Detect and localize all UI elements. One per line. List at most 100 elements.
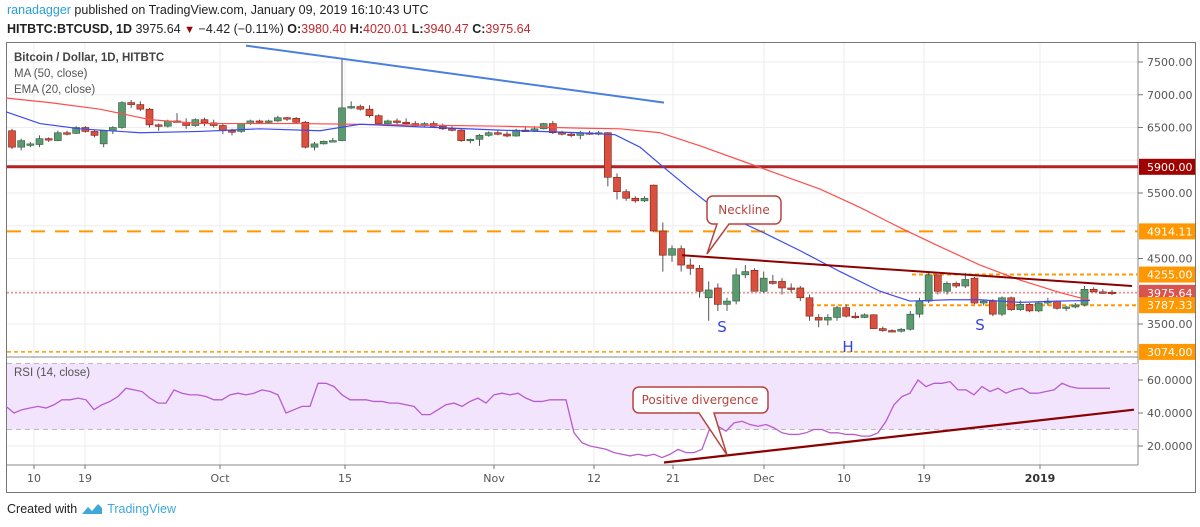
candle-body [833,307,841,318]
candle-body [677,248,685,266]
candle-body [1108,291,1116,295]
candle-body [759,277,768,292]
candle-body [970,277,979,304]
legend-rsi[interactable]: RSI (14, close) [14,367,91,379]
candle-body [961,279,970,287]
candle-body [1080,288,1089,306]
candle-body [292,118,300,123]
badge-4255 [1139,266,1195,283]
candle-body [457,129,465,141]
candle-body [494,132,502,135]
candle-body [943,283,951,292]
candle-body [915,300,924,315]
candle-body [879,328,887,331]
candle-body [1034,302,1043,312]
candle-body [695,268,704,292]
legend-ema20[interactable]: EMA (20, close) [14,84,96,96]
open-value: 3980.40 [301,22,347,36]
candle-body [530,128,539,132]
badge-4914-text: 4914.11 [1147,225,1193,238]
candle-body [1025,304,1034,312]
candle-body [539,123,548,130]
candle-body [979,300,988,304]
candle-body [952,283,960,287]
candle-body [824,317,832,321]
neckline[interactable] [681,254,1133,288]
rsi-line [5,379,1110,459]
candle-body [924,274,933,302]
time-tick-label: 2019 [1025,472,1056,485]
candle-body [805,297,814,317]
badge-3787-text: 3787.33 [1147,299,1193,312]
divergence-trendline[interactable] [663,408,1135,464]
price-tick-label: 3500.00 [1147,318,1193,331]
badge-4255-text: 4255.00 [1147,269,1193,282]
candle-body [374,115,383,124]
time-tick-label: 10 [27,472,41,485]
tradingview-brand-link[interactable]: TradingView [107,502,176,516]
candle-body [283,117,291,120]
candle-body [228,130,236,133]
publisher-username[interactable]: ranadagger [7,3,71,17]
candle-body [127,102,135,105]
blue-trendline[interactable] [245,44,665,104]
candle-body [622,191,630,199]
candle-body [329,140,337,143]
time-tick-label: 15 [338,472,352,485]
ema20-line [5,111,1091,303]
candle-body [723,300,731,305]
rsi-band [7,363,1138,430]
legend-ma50[interactable]: MA (50, close) [14,68,88,80]
candle-body [778,281,786,289]
candle-body [99,130,108,145]
price-tick-label: 5500.00 [1147,187,1193,200]
candle-body [301,121,310,148]
candle-body [118,102,126,128]
candle-body [274,117,282,122]
candle-body [448,128,456,131]
price-tick-label: 6500.00 [1147,122,1193,135]
candle-body [136,104,145,110]
candle-body [484,132,493,136]
chart-frame [6,42,1196,493]
down-arrow-icon: ▼ [184,24,196,36]
candle-body [769,281,777,284]
candle-body [402,121,410,125]
candle-body [384,120,392,124]
footer: Created with TradingView [7,502,176,516]
high-value: 4020.01 [363,22,409,36]
candle-body [72,127,80,134]
candle-body [796,287,805,299]
candle-body [704,289,713,299]
candle-body [668,248,676,256]
candle-body [63,132,71,135]
candle-body [319,140,328,145]
candle-body [1053,300,1061,309]
candle-body [35,138,44,145]
badge-last [1139,284,1195,301]
candle-body [264,120,273,123]
badge-3074 [1139,343,1195,360]
badge-3074-text: 3074.00 [1147,346,1193,359]
rsi-tick-label: 20.0000 [1147,440,1193,453]
candle-body [26,143,35,146]
candle-body [640,197,649,202]
candle-body [44,138,53,141]
candle-body [1099,291,1107,294]
candle-body [649,184,658,232]
price-tick-label: 4500.00 [1147,253,1193,266]
badge-5900-text: 5900.00 [1147,161,1193,174]
candle-body [686,264,695,269]
close-value: 3975.64 [485,22,531,36]
axes: 7500.00 7000.00 6500.00 5500.00 4500.00 3500.… [27,56,1195,485]
rsi-tick-label: 60.0000 [1147,374,1193,387]
candle-body [310,143,319,148]
candle-body [90,131,99,136]
time-tick-label: Nov [483,472,505,485]
left-shoulder-label: S [717,318,727,336]
candle-body [842,307,850,317]
candle-body [17,140,25,148]
candle-body [567,133,575,136]
candle-body [393,120,401,123]
